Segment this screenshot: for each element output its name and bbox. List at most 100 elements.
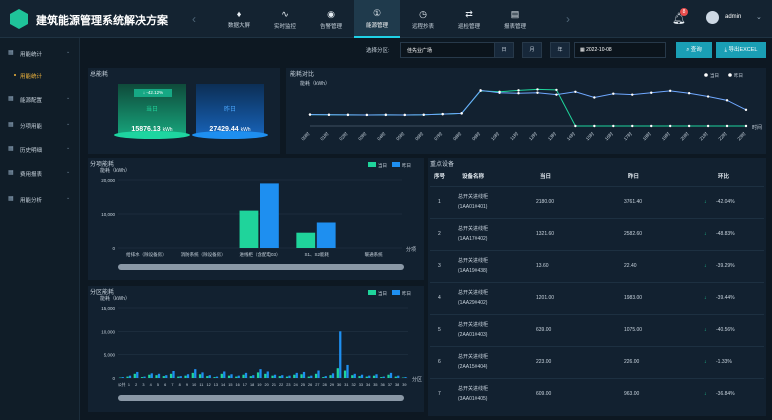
row-name: 总开关进线柜: [458, 194, 489, 200]
x-tick-label: 23时: [736, 130, 747, 141]
x-tick-label: 23: [286, 383, 290, 387]
sidebar-item-2[interactable]: ▦ ⌄ 能源配置: [0, 92, 80, 106]
x-tick-label: 10: [192, 383, 196, 387]
yesterday-label: 昨日: [223, 107, 236, 113]
bell-icon[interactable]: 🔔︎: [672, 13, 686, 25]
series-point: [327, 113, 331, 116]
x-tick-label: 13时: [546, 130, 557, 141]
series-point: [555, 93, 558, 96]
series-point: [403, 113, 406, 117]
nav-tab-5[interactable]: ⇄ 巡检管理: [446, 0, 492, 38]
grid-icon: ▦: [8, 50, 14, 56]
row-name: 总开关进线柜: [458, 226, 489, 232]
legend-label: 昨日: [402, 162, 411, 169]
col-today: 当日: [540, 174, 552, 180]
today-label: 当日: [145, 107, 158, 113]
row-today: 2180.00: [536, 199, 555, 205]
zone-select[interactable]: 佳先业广场: [400, 42, 510, 58]
total-title: 总能耗: [90, 72, 109, 78]
bar-yesterday: [128, 375, 132, 378]
series-point: [593, 96, 596, 99]
bar-yesterday: [397, 375, 400, 378]
export-button[interactable]: ⤓ 导出EXCEL: [716, 42, 766, 58]
nav-tab-3[interactable]: ① 能源管理: [354, 0, 400, 38]
zone-panel: [88, 286, 424, 412]
series-point: [365, 113, 369, 117]
notification-badge: 8: [680, 8, 688, 16]
bar-today: [169, 373, 173, 378]
bar-today: [133, 373, 136, 378]
nav-prev-icon[interactable]: ‹: [192, 12, 196, 26]
row-rate: -36.84%: [716, 391, 735, 397]
x-tick-label: 10时: [489, 130, 500, 141]
nav-tab-6[interactable]: ▤ 报表管理: [492, 0, 538, 38]
x-tick-label: 28: [323, 383, 327, 387]
bar-today: [336, 368, 339, 378]
x-tick-label: 06时: [413, 130, 424, 141]
x-tick-label: 37: [388, 383, 392, 387]
sidebar-item-0[interactable]: ▦ ⌄ 用能统计: [0, 46, 80, 60]
day-button[interactable]: 日: [494, 42, 514, 58]
row-yesterday: 1075.00: [624, 327, 643, 333]
legend-dot: [704, 73, 708, 77]
bar-today: [300, 374, 303, 378]
nav-tab-1[interactable]: ∿ 实时监控: [262, 0, 308, 38]
x-tick-label: 36: [381, 383, 385, 387]
nav-label: 告警管理: [319, 23, 342, 30]
bar-today: [126, 376, 129, 378]
row-code: (2AA15#404): [458, 364, 488, 370]
nav-tab-0[interactable]: ♦ 数据大屏: [216, 0, 262, 38]
x-tick-label: 25: [301, 383, 305, 387]
sidebar-item-3[interactable]: ▦ ⌄ 分项用能: [0, 118, 80, 132]
series-point: [668, 124, 672, 128]
x-axis-label: 分项: [406, 246, 416, 253]
row-no: 7: [438, 391, 441, 397]
down-arrow-icon: ↓: [704, 391, 707, 397]
avatar[interactable]: [706, 11, 719, 24]
legend-swatch: [392, 290, 400, 295]
row-yesterday: 226.00: [624, 359, 640, 365]
sub-scrollbar[interactable]: [118, 264, 404, 270]
x-tick-label: 16: [236, 383, 240, 387]
series-point: [498, 91, 501, 94]
today-value: 15876.13 kWh: [131, 126, 173, 133]
series-point: [574, 124, 577, 128]
zone-scrollbar[interactable]: [118, 395, 404, 401]
nav-tab-4[interactable]: ◷ 远程抄表: [400, 0, 446, 38]
nav-icon: ①: [372, 7, 382, 18]
sidebar-item-5[interactable]: ▦ ⌄ 费用报表: [0, 166, 80, 180]
nav-tab-2[interactable]: ◉ 告警管理: [308, 0, 354, 38]
row-no: 6: [438, 359, 441, 365]
device-panel: [428, 158, 766, 416]
bar-today: [148, 374, 151, 378]
month-button[interactable]: 月: [522, 42, 542, 58]
username[interactable]: admin: [725, 14, 742, 20]
x-tick-label: 进线柜（含配电03）: [239, 251, 280, 258]
bar-today: [249, 376, 252, 378]
sidebar-item-1[interactable]: 用能统计: [0, 68, 80, 82]
legend-label: 当日: [378, 290, 387, 297]
row-name: 总开关进线柜: [458, 258, 489, 264]
bar-yesterday: [143, 376, 146, 378]
row-name: 总开关进线柜: [458, 290, 489, 296]
nav-next-icon[interactable]: ›: [566, 12, 570, 26]
grid-icon: ▦: [8, 170, 14, 176]
series-point: [631, 93, 634, 96]
calendar-icon: ▦: [580, 47, 587, 53]
chevron-down-icon: ⌄: [66, 169, 71, 175]
y-tick-label: 10,000: [101, 329, 115, 334]
bar-yesterday: [201, 372, 204, 378]
year-button[interactable]: 年: [550, 42, 570, 58]
sidebar-item-4[interactable]: ▦ ⌄ 历史明细: [0, 142, 80, 156]
date-picker[interactable]: ▦ 2022-10-08: [574, 42, 666, 58]
legend-dot: [728, 73, 732, 77]
query-button[interactable]: ⌕ 查询: [676, 42, 712, 58]
grid-icon: ▦: [8, 146, 14, 152]
sidebar-item-6[interactable]: ▦ ⌄ 用能分析: [0, 192, 80, 206]
x-tick-label: 7: [171, 383, 173, 387]
bar-yesterday: [157, 373, 161, 378]
series-point: [631, 124, 634, 128]
x-tick-label: 14时: [565, 130, 576, 141]
chevron-down-icon[interactable]: ⌄: [756, 14, 762, 21]
x-tick-label: 15时: [584, 130, 595, 141]
